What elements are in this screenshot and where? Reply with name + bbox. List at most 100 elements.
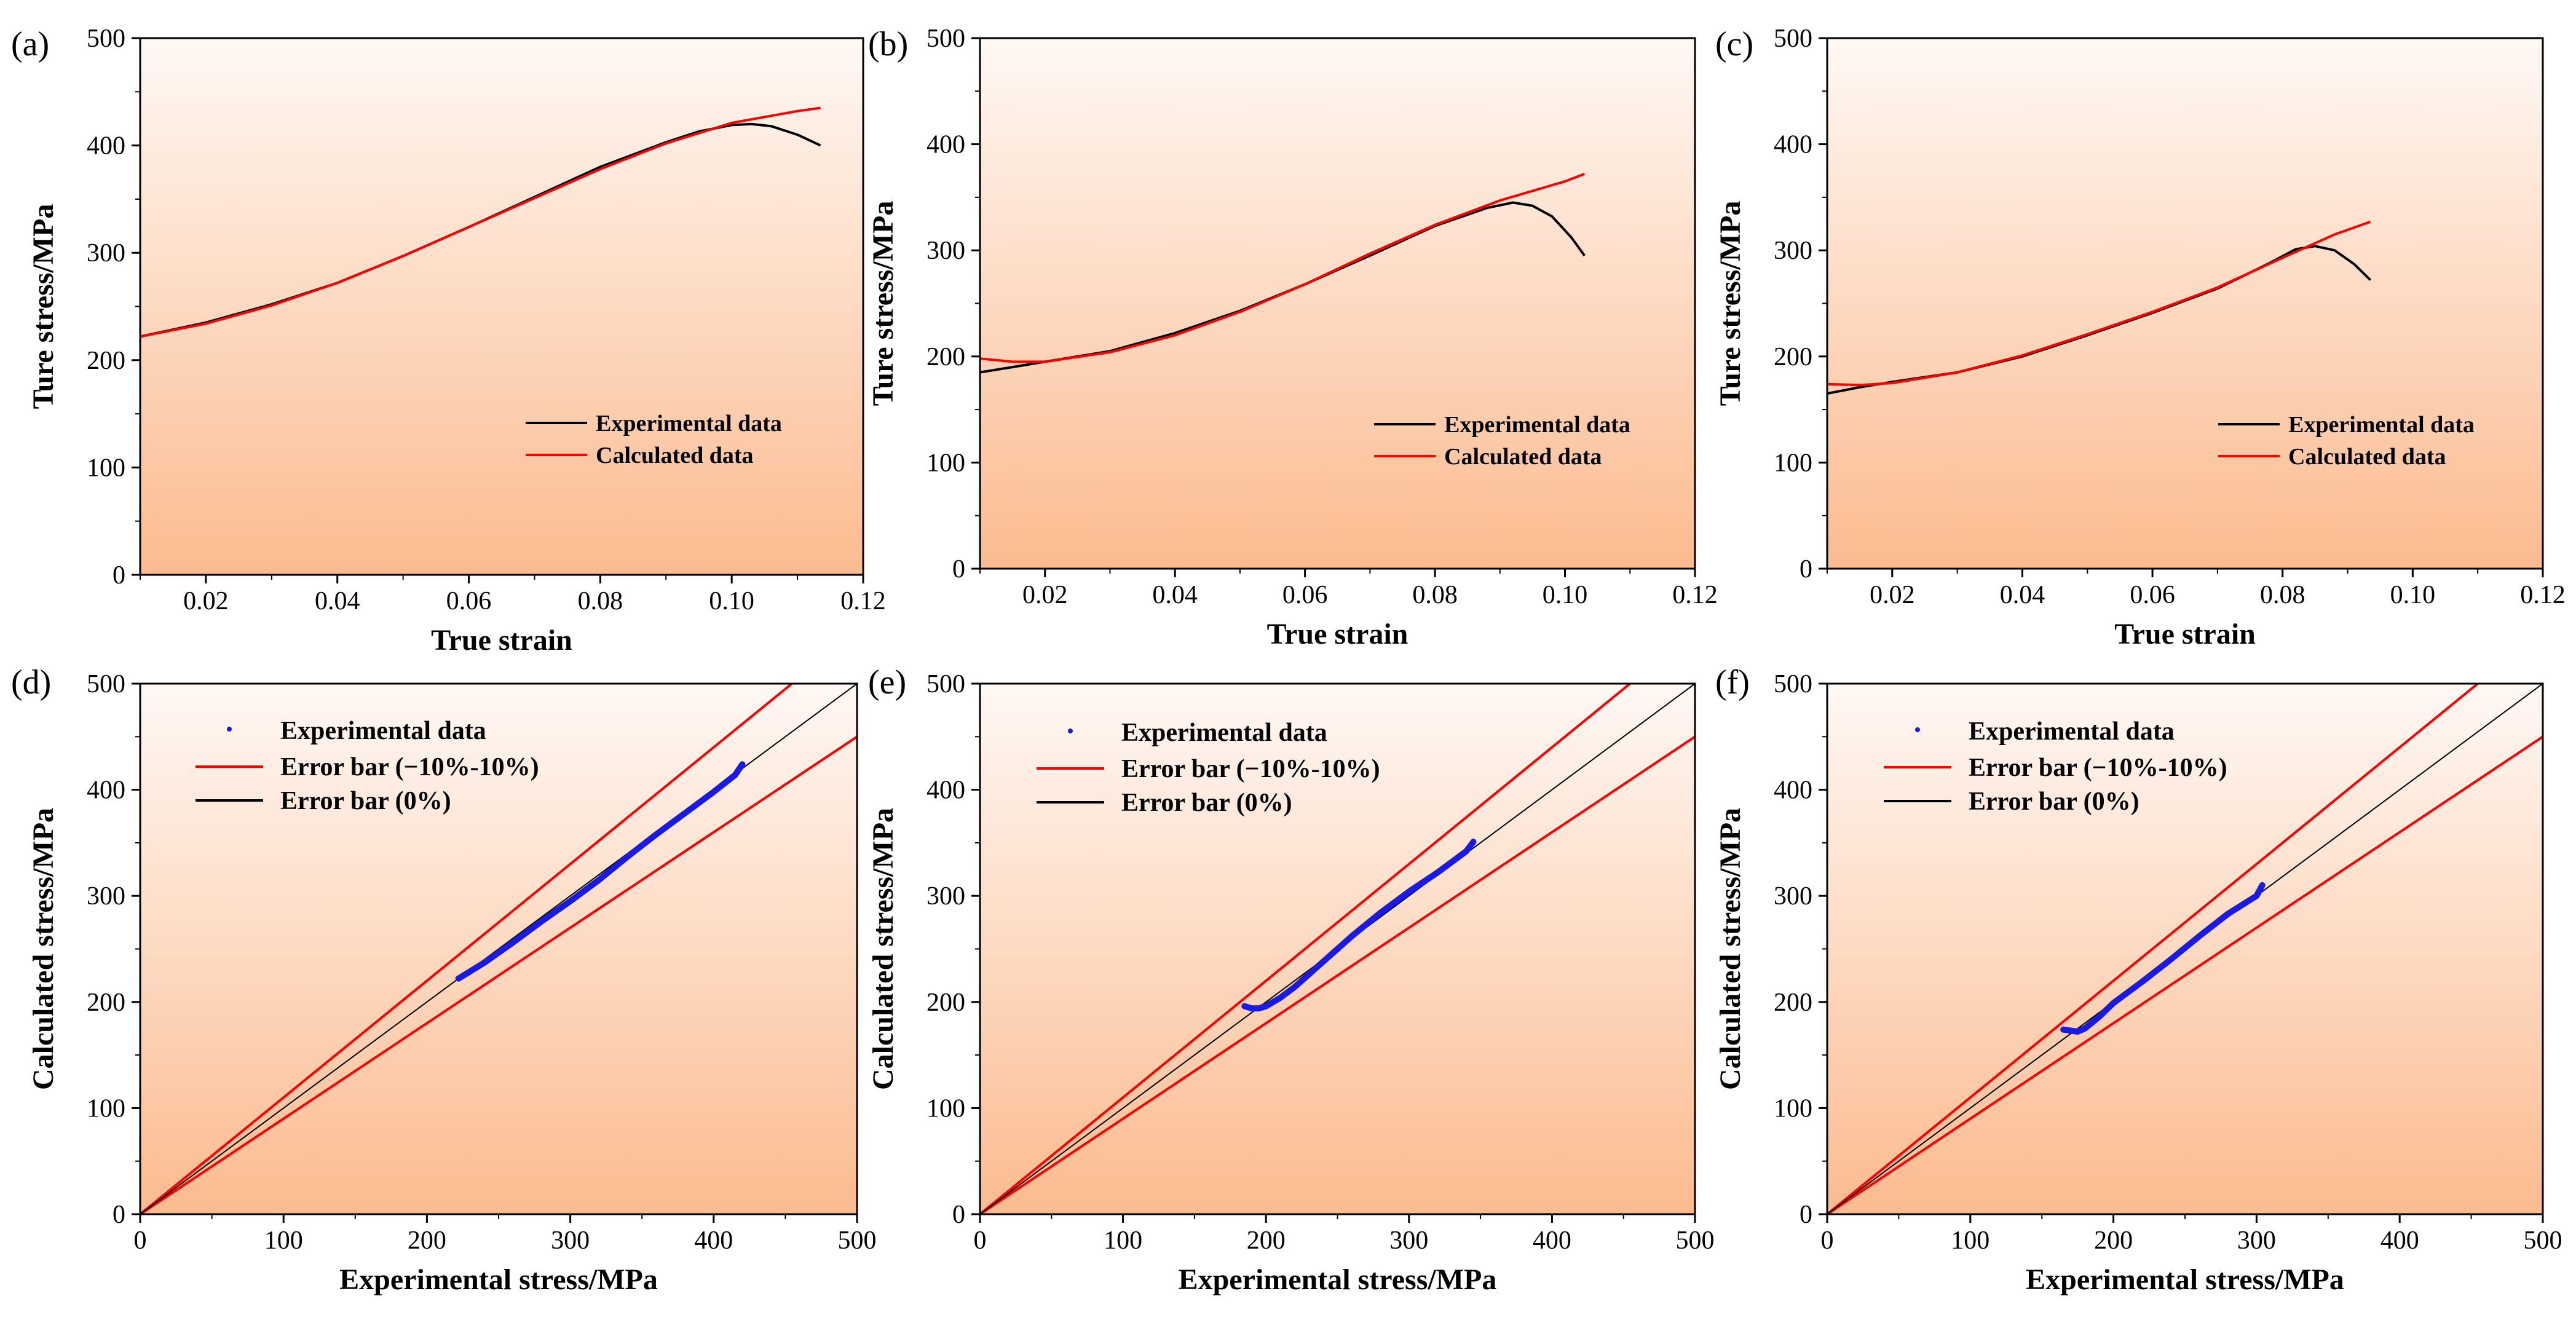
x-tick-label: 0.08	[2260, 581, 2305, 609]
x-tick-label: 0.10	[709, 587, 754, 615]
legend-label: Error bar (0%)	[280, 787, 451, 815]
x-tick-label: 400	[1533, 1226, 1571, 1255]
x-axis-title: Experimental stress/MPa	[339, 1263, 658, 1296]
plot-area	[980, 173, 1586, 374]
plot-background	[1827, 38, 2543, 569]
y-tick-label: 0	[113, 1201, 125, 1229]
data-point	[1463, 848, 1469, 854]
y-tick-label: 500	[926, 25, 965, 53]
legend-label: Experimental data	[1444, 412, 1630, 438]
series-points-experimental	[455, 761, 746, 982]
legend-label: Error bar (−10%-10%)	[1121, 755, 1380, 783]
legend-label: Error bar (−10%-10%)	[1969, 754, 2227, 782]
data-point	[2168, 957, 2173, 962]
reference-line-error-bound	[140, 735, 857, 1214]
y-tick-label: 400	[87, 132, 125, 160]
data-point	[510, 940, 516, 946]
y-tick-label: 200	[1774, 989, 1812, 1017]
legend-label: Experimental data	[2288, 412, 2475, 438]
legend: Experimental data Calculated data	[526, 411, 782, 468]
data-point	[2197, 933, 2202, 939]
series-line-calculated	[1827, 220, 2371, 387]
y-tick-label: 200	[926, 989, 965, 1017]
legend: Experimental data Error bar (−10%-10%) Err…	[1884, 717, 2227, 816]
x-tick-label: 0.06	[2130, 581, 2175, 609]
y-tick-label: 300	[87, 882, 125, 910]
chart-panel-4: 0 100 200 300 400 500 0 100 200 300 400 500 Experime…	[11, 663, 877, 1296]
data-point	[2111, 1000, 2116, 1006]
legend-label: Experimental data	[1121, 719, 1327, 747]
x-tick-label: 0.12	[2520, 581, 2566, 609]
reference-line-error-bound	[980, 684, 1631, 1214]
chart-panel-3: 0.02 0.04 0.06 0.08 0.10 0.12 0 100 200 300 400 500…	[1714, 25, 2566, 650]
chart-panel-2: 0.02 0.04 0.06 0.08 0.10 0.12 0 100 200 300 400 500…	[867, 25, 1718, 650]
plot-background	[980, 38, 1695, 569]
y-axis-title: Ture stress/MPa	[27, 204, 60, 409]
y-tick-label: 300	[926, 882, 965, 910]
data-point	[2082, 1025, 2088, 1031]
panel-label: (d)	[11, 663, 51, 701]
data-point	[732, 772, 738, 778]
plot-area	[140, 684, 857, 1214]
x-tick-label: 100	[264, 1226, 303, 1255]
y-tick-label: 200	[87, 989, 125, 1017]
plot-area	[980, 684, 1695, 1214]
data-point	[1378, 910, 1383, 915]
data-point	[1278, 995, 1283, 1000]
x-tick-label: 0.10	[2390, 581, 2436, 609]
legend-swatch-experimental	[1068, 729, 1073, 733]
legend-swatch-experimental	[227, 727, 232, 732]
x-tick-label: 0.06	[446, 587, 492, 615]
x-tick-label: 100	[1104, 1226, 1142, 1255]
x-tick-label: 0.02	[1022, 581, 1068, 609]
legend-label: Calculated data	[596, 443, 754, 468]
x-tick-label: 0	[134, 1226, 147, 1255]
legend-label: Error bar (0%)	[1121, 789, 1292, 817]
data-point	[596, 877, 602, 883]
x-tick-label: 0.10	[1543, 581, 1588, 609]
x-tick-label: 0.04	[315, 587, 360, 615]
y-tick-label: 100	[1774, 1094, 1812, 1123]
y-tick-label: 400	[1774, 776, 1812, 805]
x-tick-label: 0	[974, 1226, 987, 1255]
y-tick-label: 400	[87, 776, 125, 805]
data-point	[1406, 889, 1412, 895]
reference-line-error-bound	[1827, 735, 2543, 1214]
y-tick-label: 100	[87, 454, 125, 482]
x-tick-label: 0.06	[1282, 581, 1328, 609]
x-tick-label: 200	[1247, 1226, 1286, 1255]
x-tick-label: 200	[2094, 1226, 2133, 1255]
legend: Experimental data Calculated data	[1374, 412, 1630, 470]
data-point	[1256, 1006, 1262, 1011]
y-tick-label: 0	[952, 1201, 965, 1229]
x-axis-title: Experimental stress/MPa	[2026, 1263, 2344, 1296]
y-tick-label: 100	[1774, 449, 1812, 477]
legend-label: Experimental data	[280, 717, 486, 745]
y-tick-label: 0	[952, 555, 965, 583]
data-point	[2254, 893, 2259, 899]
data-point	[456, 976, 461, 981]
x-tick-label: 0.12	[840, 587, 886, 615]
y-tick-label: 200	[87, 347, 125, 375]
legend-label: Experimental data	[1969, 717, 2175, 746]
y-tick-label: 400	[926, 776, 965, 805]
x-tick-label: 500	[2524, 1226, 2562, 1255]
reference-line-error-bound	[980, 735, 1695, 1214]
x-tick-label: 200	[408, 1226, 446, 1255]
legend-label: Error bar (0%)	[1969, 788, 2139, 816]
y-axis-title: Calculated stress/MPa	[1714, 808, 1747, 1090]
x-tick-label: 0.08	[578, 587, 623, 615]
y-tick-label: 500	[87, 25, 125, 53]
x-axis-title: True strain	[1267, 618, 1409, 650]
x-tick-label: 300	[1389, 1226, 1428, 1255]
data-point	[625, 854, 630, 859]
legend: Experimental data Calculated data	[2218, 412, 2475, 470]
y-tick-label: 100	[926, 1094, 965, 1123]
panel-label: (c)	[1715, 25, 1753, 63]
data-point	[1471, 839, 1476, 845]
legend-label: Error bar (−10%-10%)	[280, 753, 539, 781]
x-tick-label: 0.08	[1412, 581, 1458, 609]
x-axis-title: True strain	[431, 624, 572, 657]
y-tick-label: 300	[1774, 237, 1812, 265]
